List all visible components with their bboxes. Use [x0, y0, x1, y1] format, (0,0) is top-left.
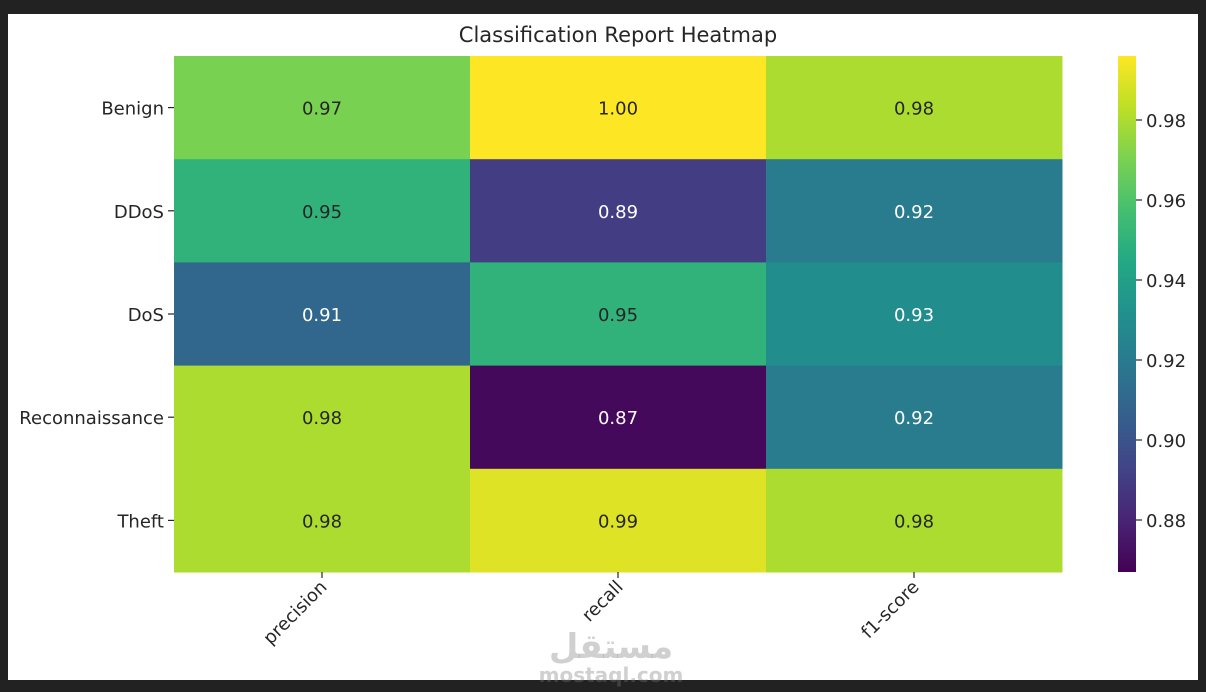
cell-value-label: 0.98: [302, 408, 342, 429]
cell-value-label: 0.92: [894, 202, 934, 223]
chart-canvas: Classification Report Heatmap 0.97 1.00 0.…: [8, 14, 1198, 686]
heatmap-cell: [766, 365, 1063, 470]
heatmap-cell: [174, 159, 471, 263]
cell-value-label: 0.92: [894, 408, 934, 429]
heatmap-cell: [470, 468, 767, 573]
row-label: Theft: [116, 511, 164, 532]
cell-value-label: 0.95: [302, 202, 342, 223]
cell-value-label: 0.95: [598, 305, 638, 326]
cell-value-label: 0.93: [894, 305, 934, 326]
colorbar: [1118, 56, 1136, 572]
heatmap-cell: [766, 56, 1063, 160]
heatmap-cell: [766, 262, 1063, 367]
heatmap-cell: [174, 365, 471, 470]
cell-value-label: 0.91: [302, 305, 342, 326]
watermark-text: mostaql.com: [538, 663, 684, 687]
cell-value-label: 0.97: [302, 99, 342, 120]
heatmap-cell: [174, 56, 471, 160]
heatmap-cell: [174, 262, 471, 367]
heatmap-cell: [470, 56, 767, 160]
colorbar-tick-label: 0.98: [1146, 111, 1186, 132]
cell-value-label: 0.89: [598, 202, 638, 223]
cell-value-label: 0.98: [302, 511, 342, 532]
colorbar-tick-label: 0.94: [1146, 271, 1186, 292]
cell-value-label: 0.87: [598, 408, 638, 429]
heatmap-cell: [470, 159, 767, 263]
watermark-logo: مستقل: [548, 627, 674, 667]
heatmap-chart: Classification Report Heatmap 0.97 1.00 0.…: [19, 23, 1186, 649]
colorbar-tick-label: 0.88: [1146, 511, 1186, 532]
row-label: DDoS: [114, 202, 164, 223]
watermark: مستقل mostaql.com: [536, 630, 686, 686]
heatmap-cell: [766, 159, 1063, 263]
colorbar-tick-label: 0.90: [1146, 431, 1186, 452]
column-label: f1-score: [857, 577, 923, 643]
chart-title: Classification Report Heatmap: [459, 23, 777, 47]
column-label: precision: [259, 577, 331, 649]
cell-value-label: 0.98: [894, 511, 934, 532]
column-label: recall: [578, 577, 628, 627]
row-label: DoS: [128, 305, 164, 326]
heatmap-cell: [174, 468, 471, 573]
row-label: Reconnaissance: [19, 408, 164, 429]
cell-value-label: 0.98: [894, 99, 934, 120]
heatmap-cell: [470, 262, 767, 367]
row-label: Benign: [101, 99, 164, 120]
cell-value-label: 1.00: [598, 99, 638, 120]
colorbar-tick-label: 0.92: [1146, 351, 1186, 372]
colorbar-tick-label: 0.96: [1146, 191, 1186, 212]
cell-value-label: 0.99: [598, 511, 638, 532]
heatmap-cell: [766, 468, 1063, 573]
heatmap-cell: [470, 365, 767, 470]
